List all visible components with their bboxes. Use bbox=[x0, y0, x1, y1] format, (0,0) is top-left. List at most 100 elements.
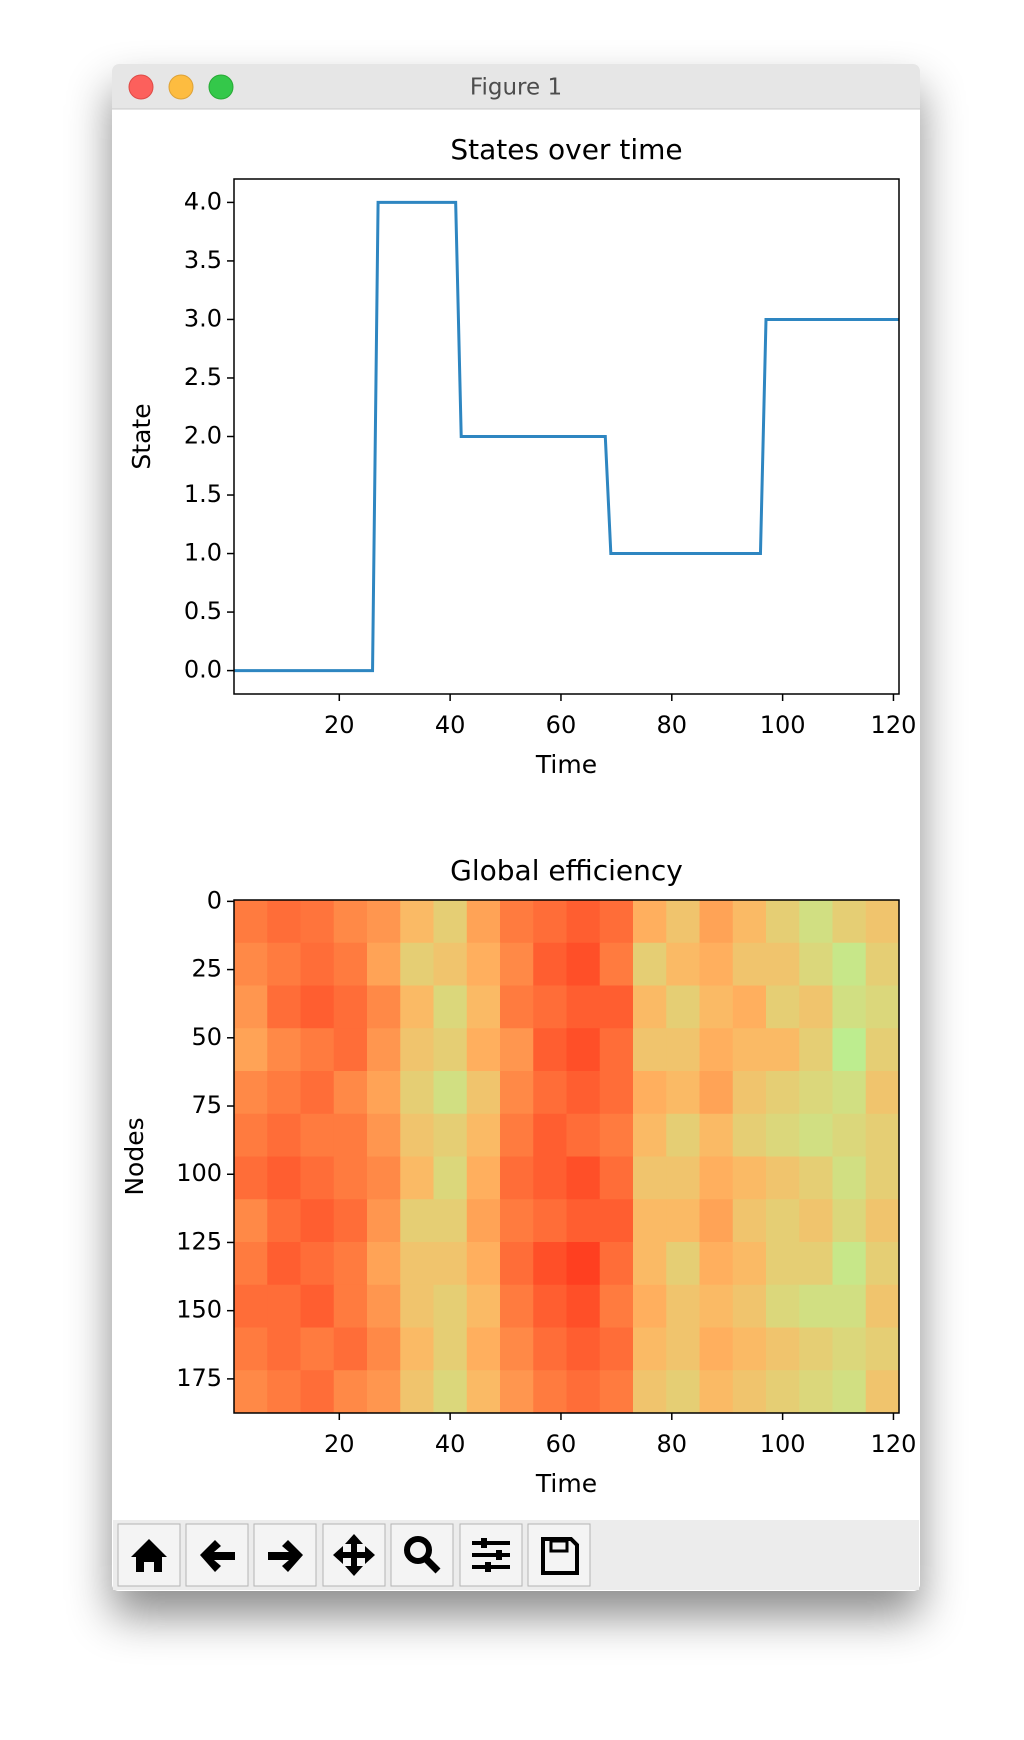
heatmap-cell bbox=[799, 1071, 833, 1115]
heatmap-cell bbox=[533, 1327, 567, 1371]
heatmap-cell bbox=[300, 942, 335, 986]
heatmap-cell bbox=[300, 1071, 335, 1115]
heatmap-cell bbox=[699, 1156, 734, 1200]
heatmap-cell bbox=[865, 1156, 900, 1200]
heatmap-cell bbox=[699, 1327, 734, 1371]
heatmap-cell bbox=[699, 1284, 734, 1328]
y-tick-label: 125 bbox=[176, 1227, 222, 1255]
heatmap-cell bbox=[633, 1327, 667, 1371]
heatmap-cell bbox=[234, 1370, 268, 1414]
heatmap-cell bbox=[832, 942, 867, 986]
heatmap-cell bbox=[333, 1199, 368, 1243]
line bbox=[234, 200, 899, 673]
heatmap-cell bbox=[633, 1242, 667, 1286]
x-tick-label: 80 bbox=[657, 711, 688, 739]
heatmap-cell bbox=[732, 1199, 767, 1243]
heatmap-cell bbox=[865, 1327, 900, 1371]
heatmap-cell bbox=[333, 985, 368, 1029]
heatmap-cell bbox=[699, 985, 734, 1029]
heatmap-cell bbox=[367, 900, 401, 944]
y-tick-label: 0.5 bbox=[184, 597, 222, 625]
heatmap-cell bbox=[533, 942, 567, 986]
minimize-button[interactable] bbox=[168, 74, 194, 100]
heatmap-cell bbox=[300, 1327, 335, 1371]
heatmap-cell bbox=[766, 1284, 800, 1328]
heatmap-cell bbox=[433, 1071, 468, 1115]
heatmap-cell bbox=[500, 1028, 534, 1072]
heatmap-cell bbox=[732, 1370, 767, 1414]
heatmap-cell bbox=[466, 1028, 501, 1072]
y-tick-label: 50 bbox=[191, 1023, 222, 1051]
heatmap-cell bbox=[799, 1370, 833, 1414]
heatmap-cell bbox=[267, 1370, 301, 1414]
heatmap-cell bbox=[400, 1028, 434, 1072]
heatmap-cell bbox=[666, 1284, 700, 1328]
close-button[interactable] bbox=[128, 74, 154, 100]
heatmap-cell bbox=[433, 1113, 468, 1157]
y-tick-label: 75 bbox=[191, 1091, 222, 1119]
x-tick-label: 120 bbox=[871, 1430, 917, 1458]
heatmap-cell bbox=[599, 1199, 634, 1243]
heatmap-cell bbox=[832, 900, 867, 944]
heatmap-cell bbox=[699, 1199, 734, 1243]
heatmap-cell bbox=[832, 1113, 867, 1157]
heatmap-cell bbox=[500, 1113, 534, 1157]
heatmap-cell bbox=[599, 1028, 634, 1072]
heatmap-cell bbox=[666, 1156, 700, 1200]
heatmap-cell bbox=[400, 985, 434, 1029]
config-icon-knob bbox=[496, 1550, 502, 1560]
heatmap-cell bbox=[466, 942, 501, 986]
heatmap-cell bbox=[633, 985, 667, 1029]
heatmap-cell bbox=[234, 1071, 268, 1115]
heatmap-cell bbox=[433, 985, 468, 1029]
heatmap-cell bbox=[865, 942, 900, 986]
heatmap-cell bbox=[732, 1284, 767, 1328]
heatmap-cell bbox=[300, 985, 335, 1029]
heatmap-cell bbox=[699, 1113, 734, 1157]
heatmap-cell bbox=[666, 1370, 700, 1414]
heatmap-cell bbox=[666, 900, 700, 944]
heatmap-cell bbox=[799, 1028, 833, 1072]
heatmap-cell bbox=[433, 1327, 468, 1371]
heatmap-cell bbox=[400, 1284, 434, 1328]
save-button[interactable] bbox=[527, 1523, 591, 1587]
heatmap-cell bbox=[832, 1071, 867, 1115]
heatmap-cell bbox=[433, 1242, 468, 1286]
y-tick-label: 2.0 bbox=[184, 422, 222, 450]
heatmap-cell bbox=[766, 1156, 800, 1200]
heatmap-cell bbox=[333, 1327, 368, 1371]
y-tick-label: 0 bbox=[207, 886, 222, 914]
heatmap-cell bbox=[566, 1156, 601, 1200]
heatmap-cell bbox=[865, 1199, 900, 1243]
zoom-button[interactable] bbox=[208, 74, 234, 100]
heatmap-cell bbox=[599, 900, 634, 944]
heatmap-cell bbox=[865, 1242, 900, 1286]
heatmap-cell bbox=[566, 1327, 601, 1371]
heatmap-cell bbox=[466, 1071, 501, 1115]
heatmap-cell bbox=[234, 900, 268, 944]
heatmap-cell bbox=[766, 942, 800, 986]
heatmap-cell bbox=[699, 1028, 734, 1072]
heatmap-cell bbox=[433, 1284, 468, 1328]
heatmap-cell bbox=[599, 1156, 634, 1200]
x-tick-label: 60 bbox=[546, 1430, 577, 1458]
heatmap-cell bbox=[466, 1327, 501, 1371]
heatmap-cell bbox=[766, 1370, 800, 1414]
heatmap-cell bbox=[466, 1370, 501, 1414]
x-tick-label: 80 bbox=[657, 1430, 688, 1458]
heatmap-cell bbox=[400, 1071, 434, 1115]
x-tick-label: 40 bbox=[435, 711, 466, 739]
heatmap-cell bbox=[333, 942, 368, 986]
heatmap-cell bbox=[300, 1370, 335, 1414]
heatmap-cell bbox=[333, 1284, 368, 1328]
heatmap-cell bbox=[367, 1071, 401, 1115]
heatmap-cell bbox=[766, 1071, 800, 1115]
heatmap-cell bbox=[865, 1284, 900, 1328]
heatmap-cell bbox=[799, 1242, 833, 1286]
heatmap-cell bbox=[599, 1370, 634, 1414]
x-tick-label: 20 bbox=[324, 711, 355, 739]
zoom-tool-button[interactable] bbox=[390, 1523, 454, 1587]
heatmap-cell bbox=[666, 1242, 700, 1286]
y-tick-label: 4.0 bbox=[184, 187, 222, 215]
